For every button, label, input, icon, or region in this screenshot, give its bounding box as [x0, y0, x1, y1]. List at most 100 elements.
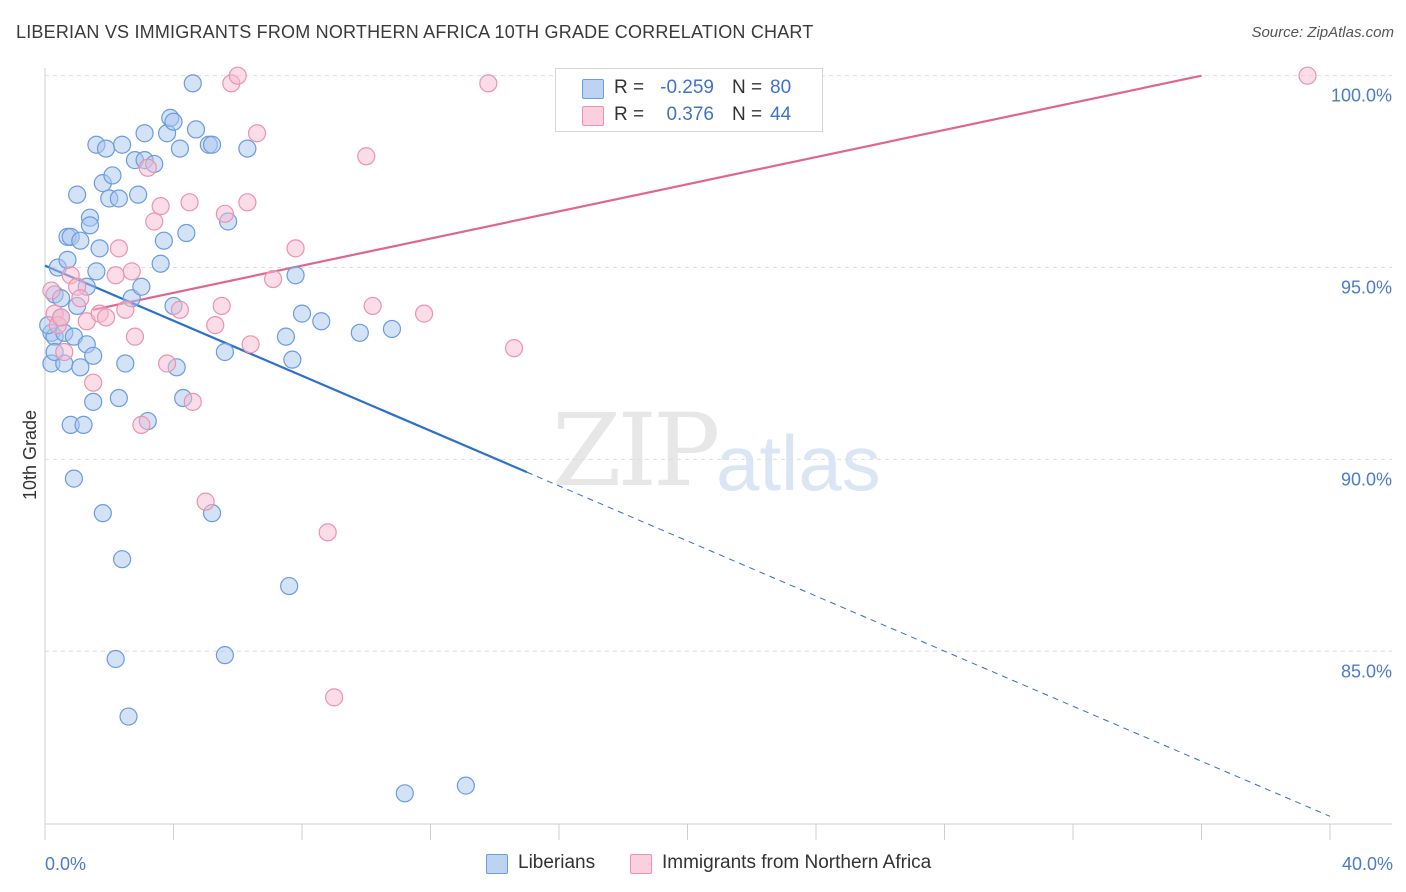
chart-title: LIBERIAN VS IMMIGRANTS FROM NORTHERN AFR… [16, 22, 814, 42]
liberian-point [456, 776, 475, 795]
legend-r-value: 0.376 [666, 104, 714, 125]
northern-africa-point [122, 262, 141, 281]
y-tick-label: 95.0% [1341, 278, 1392, 298]
northern-africa-point [241, 335, 260, 354]
liberian-point [280, 576, 299, 596]
liberian-point [135, 124, 154, 143]
liberian-point [382, 319, 402, 339]
bottom-swatch-pink [630, 854, 652, 874]
axes [44, 68, 1392, 840]
bottom-swatch-blue [486, 854, 508, 874]
liberian-point [116, 354, 135, 373]
northern-africa-point [116, 300, 135, 319]
northern-africa-point [106, 266, 125, 285]
northern-africa-point [479, 74, 498, 93]
northern-africa-point [84, 373, 103, 392]
liberian-point [84, 392, 103, 411]
northern-africa-point [357, 147, 376, 166]
liberian-point [103, 166, 122, 185]
liberian-point [312, 312, 331, 331]
northern-africa-point [71, 289, 90, 308]
liberian-point [164, 112, 183, 131]
liberian-point [170, 139, 190, 158]
northern-africa-point [263, 269, 283, 289]
liberian-point [215, 646, 234, 665]
liberian-point [93, 504, 112, 523]
liberian-point [58, 250, 77, 269]
legend-n-value: 80 [770, 77, 792, 98]
northern-africa-point [414, 304, 434, 323]
northern-africa-point [55, 342, 74, 362]
y-tick-label: 100.0% [1331, 86, 1392, 106]
northern-africa-point [504, 339, 524, 358]
liberian-point [186, 120, 206, 139]
northern-africa-point [363, 296, 382, 316]
liberian-point [177, 223, 196, 243]
northern-africa-point [51, 308, 71, 327]
liberian-point [109, 388, 128, 408]
liberian-point [183, 74, 202, 93]
northern-africa-point [318, 523, 337, 542]
liberian-point [202, 135, 222, 154]
watermark-atlas: atlas [716, 419, 881, 507]
northern-africa-point [132, 415, 151, 434]
northern-africa-point [151, 197, 170, 216]
liberian-point [238, 139, 257, 158]
gridlines [45, 75, 1392, 652]
y-axis-label: 10th Grade [20, 410, 40, 500]
northern-africa-point [138, 158, 157, 177]
legend-r-value: -0.259 [660, 77, 714, 98]
liberian-point [90, 239, 109, 258]
liberian-point [154, 231, 173, 250]
legend-swatch-pink [582, 106, 604, 126]
liberian-point [80, 216, 100, 235]
x-tick-label: 0.0% [45, 854, 86, 874]
source-credit: Source: ZipAtlas.com [1251, 24, 1394, 41]
northern-africa-point [157, 354, 177, 373]
liberian-point [87, 262, 106, 281]
liberian-point [74, 415, 93, 434]
liberian-point [151, 254, 170, 273]
liberian-point [132, 277, 151, 296]
liberian-point [71, 358, 90, 377]
bottom-legend-label: Immigrants from Northern Africa [662, 852, 932, 873]
y-tick-label: 85.0% [1341, 661, 1392, 681]
liberian-point [292, 304, 312, 323]
liberian-point [112, 550, 132, 569]
northern-africa-point [228, 66, 247, 85]
correlation-legend: R = -0.259 N = 80 R = 0.376 N = 44 [555, 68, 823, 132]
liberian-point [119, 707, 138, 726]
data-points [39, 66, 1317, 803]
liberian-point [71, 231, 90, 250]
northern-africa-point [1298, 66, 1317, 85]
liberian-trend-line [44, 264, 528, 474]
northern-africa-point [196, 492, 215, 511]
northern-africa-point [286, 239, 305, 258]
liberian-point [109, 189, 128, 208]
liberian-point [276, 327, 296, 346]
legend-r-label: R = [614, 104, 645, 125]
northern-africa-point [180, 193, 199, 212]
legend-swatch-blue [582, 79, 604, 99]
trend-lines [44, 74, 1331, 817]
liberian-trend-extension [526, 471, 1331, 817]
axis-labels: 85.0% 90.0% 95.0% 100.0% 0.0% 40.0% 10th Grade [20, 86, 1393, 874]
watermark-zip: ZIP [552, 392, 720, 509]
liberian-point [106, 649, 125, 669]
northern-africa-point [170, 300, 190, 319]
y-tick-label: 90.0% [1341, 469, 1392, 489]
northern-africa-point [125, 327, 145, 346]
northern-africa-trend-line [92, 74, 1202, 311]
liberian-point [96, 139, 116, 158]
liberian-point [112, 135, 132, 154]
northern-africa-point [145, 212, 164, 231]
x-tick-label: 40.0% [1342, 854, 1393, 874]
northern-africa-point [109, 239, 128, 258]
liberian-point [68, 185, 87, 204]
northern-africa-point [206, 316, 225, 335]
liberian-point [283, 350, 302, 369]
liberian-point [395, 784, 414, 803]
northern-africa-point [42, 281, 61, 300]
liberian-point [350, 323, 369, 342]
